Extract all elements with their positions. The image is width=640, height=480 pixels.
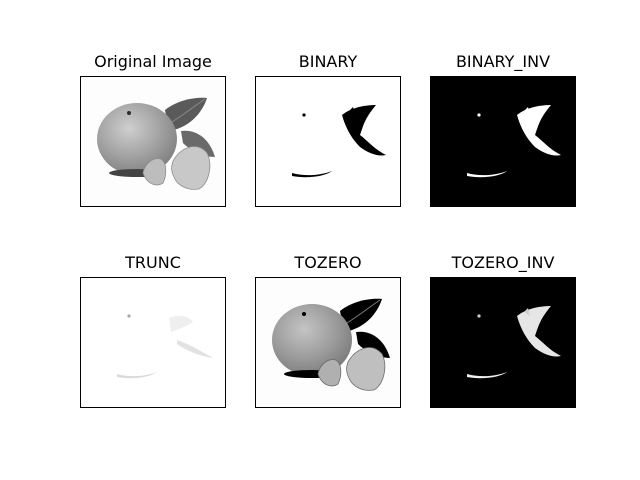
leaf-shape xyxy=(340,298,382,331)
subplot-original: Original Image xyxy=(80,51,226,207)
image-axes xyxy=(430,277,576,408)
subplot-title: Original Image xyxy=(94,52,212,71)
background xyxy=(81,278,225,407)
image-axes xyxy=(80,277,226,408)
background xyxy=(431,278,575,407)
threshold-region xyxy=(342,105,386,156)
binary-image xyxy=(256,77,400,206)
tozero-image xyxy=(256,278,400,407)
subplot-title: TOZERO_INV xyxy=(451,253,555,272)
segment-shape xyxy=(142,158,167,186)
threshold-region xyxy=(517,306,561,357)
subplot-title: TOZERO xyxy=(294,253,362,272)
threshold-region xyxy=(292,171,332,178)
threshold-region xyxy=(467,171,507,178)
stem-mark xyxy=(477,113,481,117)
binary-inv-image xyxy=(431,77,575,206)
stem-mark xyxy=(127,111,131,115)
subplot-binary-inv: BINARY_INV xyxy=(430,51,576,207)
segment-shape xyxy=(317,359,342,387)
threshold-region xyxy=(169,315,193,332)
orange-fruit xyxy=(97,103,177,175)
tozero-inv-image xyxy=(431,278,575,407)
threshold-region xyxy=(524,308,530,316)
threshold-region xyxy=(524,107,530,115)
threshold-region xyxy=(467,372,507,379)
stem-mark xyxy=(302,312,306,316)
threshold-region xyxy=(117,372,157,379)
stem-mark xyxy=(302,113,306,117)
background xyxy=(431,77,575,206)
image-axes xyxy=(80,76,226,207)
leaf-shape xyxy=(356,331,390,358)
subplot-binary: BINARY xyxy=(255,51,401,207)
stem-mark xyxy=(477,314,481,318)
segment-shape xyxy=(346,347,386,391)
image-axes xyxy=(255,76,401,207)
subplot-tozero-inv: TOZERO_INV xyxy=(430,252,576,408)
image-axes xyxy=(430,76,576,207)
original-image xyxy=(81,77,225,206)
segment-shape xyxy=(171,146,211,190)
threshold-region xyxy=(517,105,561,156)
image-axes xyxy=(255,277,401,408)
subplot-tozero: TOZERO xyxy=(255,252,401,408)
threshold-region xyxy=(349,107,355,115)
subplot-title: BINARY xyxy=(298,52,358,71)
trunc-image xyxy=(81,278,225,407)
threshold-region xyxy=(177,340,213,358)
stem-mark xyxy=(127,314,131,318)
orange-fruit xyxy=(272,304,352,376)
background xyxy=(256,77,400,206)
subplot-title: BINARY_INV xyxy=(455,52,551,71)
subplot-trunc: TRUNC xyxy=(80,252,226,408)
leaf-shape xyxy=(165,97,207,130)
leaf-shape xyxy=(181,130,215,157)
subplot-title: TRUNC xyxy=(125,253,181,272)
